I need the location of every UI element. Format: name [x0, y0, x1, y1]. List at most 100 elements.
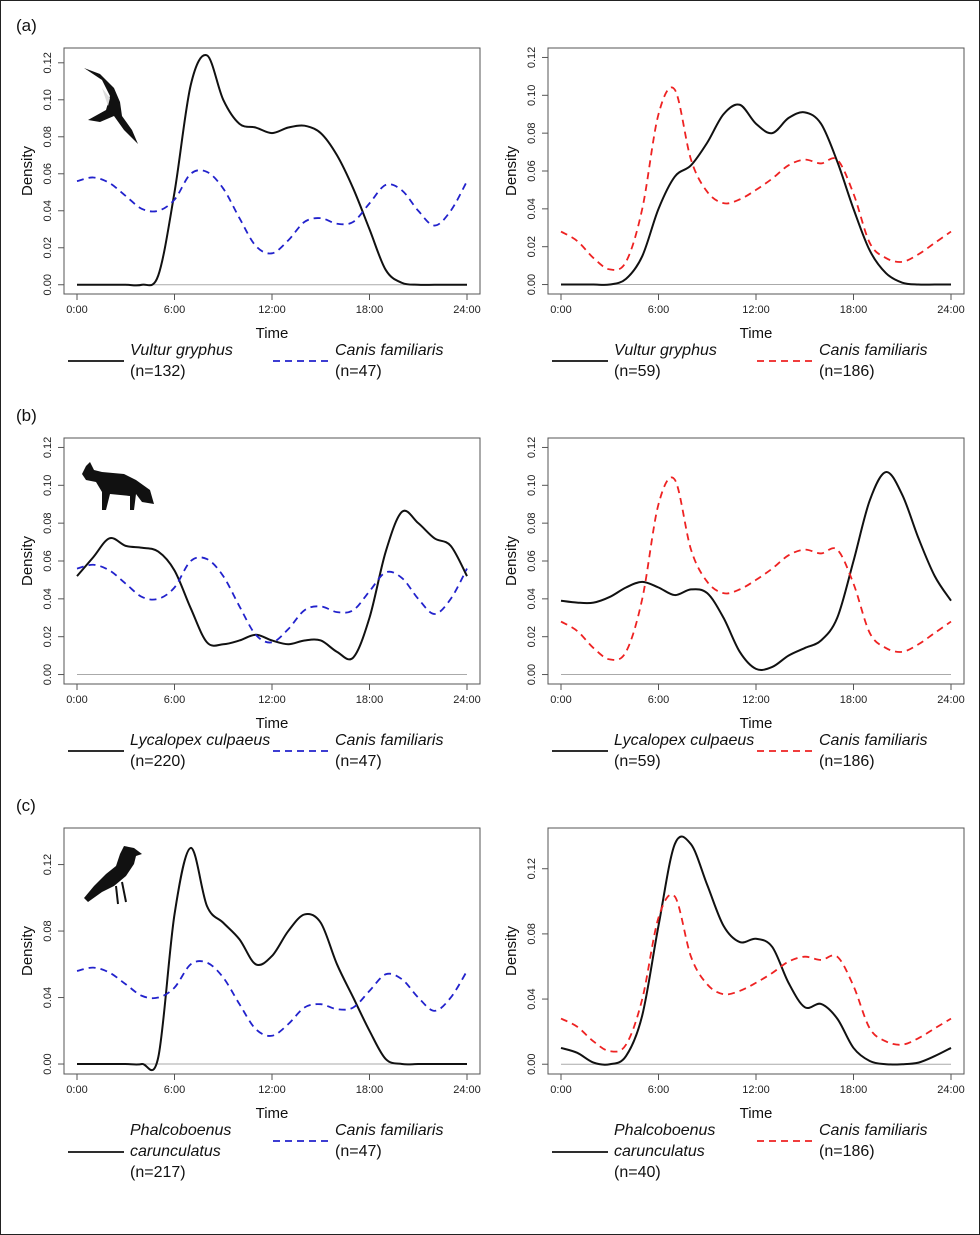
x-tick-label: 12:00 [742, 1084, 770, 1096]
legend-name: Phalcoboenus carunculatus [614, 1122, 716, 1160]
legend-name: Lycalopex culpaeus [130, 732, 271, 749]
legend-name: Canis familiaris [335, 1122, 444, 1139]
y-tick-label: 0.06 [526, 550, 538, 571]
density-line [560, 86, 952, 271]
legend-name: Canis familiaris [819, 732, 928, 749]
panel-label: (c) [16, 796, 36, 815]
y-tick-label: 0.04 [42, 200, 54, 221]
legend-text: Phalcoboenus carunculatus (n=217) [130, 1120, 280, 1183]
panel: 0:00 6:00 12:00 18:00 24:00 0.00 0.04 0.08 0.12 T… [492, 802, 972, 1192]
legend-entry: Canis familiaris (n=186) [757, 730, 927, 772]
legend-name: Canis familiaris [335, 732, 444, 749]
panel: 0:00 6:00 12:00 18:00 24:00 0.00 0.02 0.04 0.06 0… [492, 22, 972, 412]
legend-text: Canis familiaris (n=47) [335, 1120, 443, 1162]
panel: (b) 0:00 6:00 12:00 18:00 24:00 0.00 0.02 0.04 0.… [8, 406, 488, 802]
legend-swatch [757, 360, 813, 362]
density-line [560, 476, 952, 661]
legend-swatch [757, 750, 813, 752]
plot-frame [63, 827, 481, 1075]
y-tick-label: 0.06 [42, 163, 54, 184]
y-axis-title: Density [503, 535, 520, 586]
panel: (a) 0:00 6:00 12:00 18:00 24:00 0.00 0.02 0.04 0.… [8, 16, 488, 412]
legend-swatch [273, 1140, 329, 1142]
legend-name: Vultur gryphus [130, 342, 233, 359]
x-tick-label: 18:00 [356, 304, 384, 316]
legend-sample: (n=59) [614, 753, 661, 770]
legend-entry: Vultur gryphus (n=132) [68, 340, 233, 382]
y-tick-label: 0.08 [42, 512, 54, 533]
y-tick-label: 0.02 [42, 626, 54, 647]
fox-icon [82, 462, 154, 510]
y-tick-label: 0.10 [42, 89, 54, 110]
x-tick-label: 24:00 [937, 1084, 965, 1096]
legend-sample: (n=220) [130, 753, 186, 770]
y-tick-label: 0.02 [526, 626, 538, 647]
y-tick-label: 0.04 [526, 198, 538, 219]
legend-entry: Canis familiaris (n=186) [757, 1120, 927, 1162]
legend-sample: (n=40) [614, 1164, 661, 1181]
legend-name: Canis familiaris [819, 1122, 928, 1139]
legend-swatch [552, 750, 608, 752]
x-tick-label: 12:00 [742, 694, 770, 706]
chart: 0:00 6:00 12:00 18:00 24:00 0.00 0.02 0.04 0.06 0… [503, 437, 965, 732]
legend-text: Vultur gryphus (n=59) [614, 340, 717, 382]
x-tick-label: 18:00 [356, 694, 384, 706]
legend: Lycalopex culpaeus (n=220) Canis familiari… [8, 730, 488, 810]
y-tick-label: 0.08 [42, 126, 54, 147]
legend-sample: (n=132) [130, 363, 186, 380]
legend-entry: Vultur gryphus (n=59) [552, 340, 717, 382]
y-axis-title: Density [503, 145, 520, 196]
x-axis-title: Time [256, 715, 289, 732]
y-tick-label: 0.10 [42, 475, 54, 496]
density-line [560, 835, 952, 1066]
legend-swatch [552, 360, 608, 362]
chart: 0:00 6:00 12:00 18:00 24:00 0.00 0.02 0.04 0.06 0… [503, 47, 965, 342]
y-tick-label: 0.10 [526, 85, 538, 106]
legend-entry: Phalcoboenus carunculatus (n=40) [552, 1120, 764, 1183]
chart: 0:00 6:00 12:00 18:00 24:00 0.00 0.04 0.08 0.12 T… [503, 827, 965, 1122]
x-tick-label: 18:00 [840, 304, 868, 316]
y-tick-label: 0.08 [526, 122, 538, 143]
legend-entry: Canis familiaris (n=47) [273, 1120, 443, 1162]
legend-text: Canis familiaris (n=47) [335, 730, 443, 772]
x-axis-title: Time [740, 715, 773, 732]
legend-sample: (n=47) [335, 363, 382, 380]
y-tick-label: 0.12 [526, 858, 538, 879]
legend-text: Canis familiaris (n=186) [819, 730, 927, 772]
y-axis-title: Density [503, 925, 520, 976]
legend-entry: Canis familiaris (n=186) [757, 340, 927, 382]
legend-text: Canis familiaris (n=47) [335, 340, 443, 382]
x-axis-title: Time [740, 325, 773, 342]
x-axis-title: Time [740, 1105, 773, 1122]
legend-entry: Lycalopex culpaeus (n=220) [68, 730, 270, 772]
y-tick-label: 0.12 [526, 47, 538, 68]
y-tick-label: 0.00 [526, 1054, 538, 1075]
legend-entry: Canis familiaris (n=47) [273, 340, 443, 382]
legend-text: Lycalopex culpaeus (n=220) [130, 730, 270, 772]
density-line [76, 556, 468, 644]
x-tick-label: 6:00 [164, 694, 185, 706]
y-tick-label: 0.12 [42, 52, 54, 73]
density-line [560, 471, 952, 671]
density-line [561, 103, 951, 286]
x-tick-label: 24:00 [453, 694, 481, 706]
plot-frame [63, 437, 481, 685]
legend-name: Vultur gryphus [614, 342, 717, 359]
y-tick-label: 0.00 [526, 274, 538, 295]
y-tick-label: 0.08 [526, 512, 538, 533]
x-tick-label: 6:00 [164, 304, 185, 316]
condor-icon [84, 68, 138, 144]
density-line [76, 509, 468, 661]
legend: Lycalopex culpaeus (n=59) Canis familiaris… [492, 730, 972, 810]
y-tick-label: 0.00 [42, 664, 54, 685]
x-tick-label: 12:00 [742, 304, 770, 316]
x-tick-label: 0:00 [550, 1084, 571, 1096]
y-axis-title: Density [19, 145, 36, 196]
legend-name: Canis familiaris [335, 342, 444, 359]
chart: 0:00 6:00 12:00 18:00 24:00 0.00 0.04 0.08 0.12 T… [19, 827, 481, 1122]
x-tick-label: 6:00 [164, 1084, 185, 1096]
x-tick-label: 12:00 [258, 694, 286, 706]
x-axis-title: Time [256, 325, 289, 342]
density-line [77, 846, 467, 1072]
y-tick-label: 0.12 [42, 437, 54, 458]
